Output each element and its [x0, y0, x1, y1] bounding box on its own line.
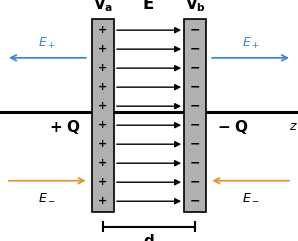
Text: +: + [98, 196, 108, 206]
Text: −: − [190, 24, 201, 37]
Text: +: + [98, 25, 108, 35]
Text: −: − [190, 119, 201, 132]
Text: +: + [98, 82, 108, 92]
Text: −: − [190, 176, 201, 189]
Bar [92, 19, 114, 212]
Text: $E_-$: $E_-$ [242, 190, 260, 203]
Text: $\mathbf{-\ Q}$: $\mathbf{-\ Q}$ [217, 118, 249, 135]
Text: +: + [98, 120, 108, 130]
Text: −: − [190, 62, 201, 75]
Text: −: − [190, 138, 201, 151]
Text: +: + [98, 139, 108, 149]
Text: +: + [98, 101, 108, 111]
Text: $\mathbf{d}$: $\mathbf{d}$ [143, 233, 155, 241]
Text: $\mathbf{+\ Q}$: $\mathbf{+\ Q}$ [49, 118, 81, 135]
Text: +: + [98, 63, 108, 73]
Text: $E_+$: $E_+$ [242, 35, 260, 51]
Text: −: − [190, 157, 201, 170]
Text: −: − [190, 100, 201, 113]
Text: z: z [289, 120, 296, 133]
Text: $\mathbf{V_a}$: $\mathbf{V_a}$ [93, 0, 113, 14]
Text: $\mathbf{V_b}$: $\mathbf{V_b}$ [185, 0, 206, 14]
Text: −: − [190, 43, 201, 56]
Text: $\vec{\mathbf{E}}$: $\vec{\mathbf{E}}$ [142, 0, 156, 14]
Text: −: − [190, 195, 201, 208]
Bar [184, 19, 206, 212]
Text: +: + [98, 177, 108, 187]
Text: −: − [190, 81, 201, 94]
Text: $E_-$: $E_-$ [38, 190, 56, 203]
Text: +: + [98, 44, 108, 54]
Text: $E_+$: $E_+$ [38, 35, 56, 51]
Text: +: + [98, 158, 108, 168]
